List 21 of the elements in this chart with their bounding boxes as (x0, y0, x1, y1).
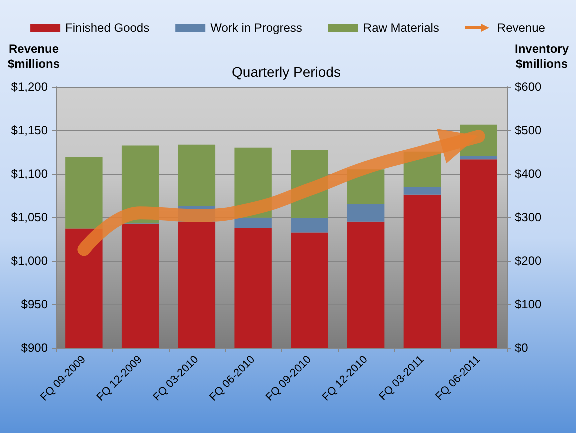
y2-axis-title: Inventory $millions (514, 42, 570, 72)
legend-label: Revenue (497, 21, 546, 35)
y2-tick-label: $500 (515, 124, 542, 138)
y2-tick-label: $200 (515, 254, 542, 268)
y-tick-label: $1,150 (11, 124, 48, 138)
y-tick-label: $1,200 (11, 80, 48, 94)
chart-title: Quarterly Periods (232, 64, 341, 80)
y2-tick-label: $400 (515, 167, 542, 181)
y2-tick-label: $600 (515, 80, 542, 94)
y2-tick-label: $0 (515, 341, 529, 355)
y2-tick-label: $100 (515, 298, 542, 312)
y-tick-label: $1,000 (11, 254, 48, 268)
y-tick-label: $950 (21, 298, 48, 312)
y2-tick-label: $300 (515, 210, 542, 224)
legend-label: Finished Goods (66, 21, 150, 35)
y-tick-label: $900 (21, 341, 48, 355)
y-tick-label: $1,100 (11, 167, 48, 181)
legend-label: Raw Materials (363, 21, 440, 35)
y-tick-label: $1,050 (11, 210, 48, 224)
y-axis-title: Revenue $millions (6, 42, 61, 72)
legend-label: Work in Progress (210, 21, 302, 35)
